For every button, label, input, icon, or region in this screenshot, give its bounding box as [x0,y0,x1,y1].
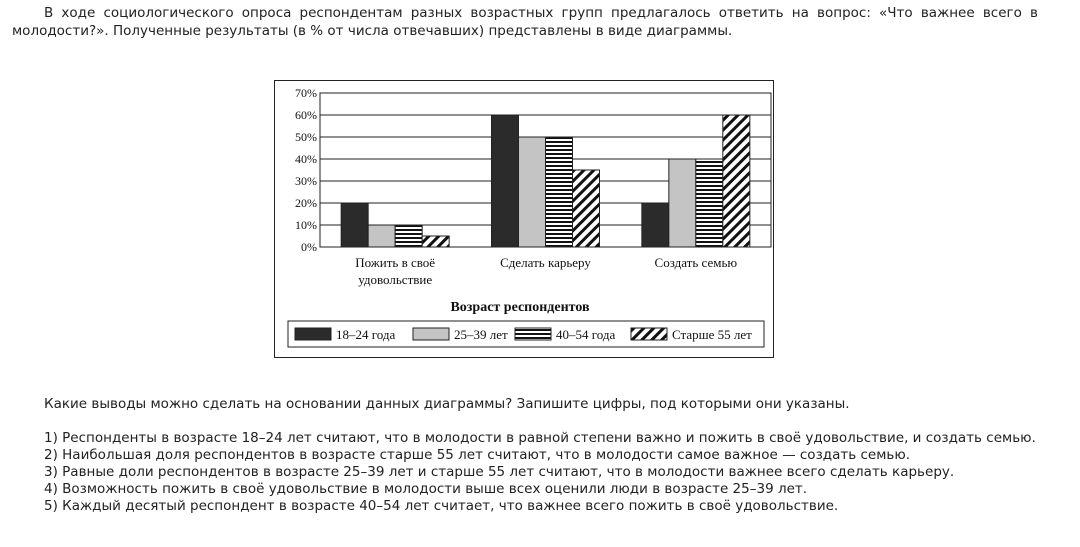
y-tick-label: 20% [295,196,317,210]
y-tick-label: 10% [295,218,317,232]
y-tick-label: 60% [295,108,317,122]
option-item: 2) Наибольшая доля респондентов в возрас… [12,447,1038,464]
option-item: 1) Респонденты в возрасте 18–24 лет счит… [12,430,1038,447]
legend-swatch [514,327,552,341]
bar [491,114,519,248]
bar [695,158,724,248]
intro-text: В ходе социологического опроса респонден… [12,5,1038,39]
legend-swatch [630,327,668,341]
bar [340,202,369,248]
question-text: Какие выводы можно сделать на основании … [44,396,850,412]
option-item: 3) Равные доли респондентов в возрасте 2… [12,464,1038,481]
legend-label: 40–54 года [556,327,615,342]
y-tick-label: 30% [295,174,317,188]
chart-frame: 0% 10% 20% 30% 40% 50% 60% 70% Пожить в своё удов… [274,80,774,358]
option-text: Наибольшая доля респондентов в возрасте … [62,447,910,463]
x-tick-label: Пожить в своё [355,255,435,270]
y-tick-label: 70% [295,86,317,100]
option-text: Каждый десятый респондент в возрасте 40–… [62,498,839,514]
x-axis-title: Возраст респондентов [450,300,590,315]
legend-swatch [294,327,332,341]
y-tick-label: 50% [295,130,317,144]
option-item: 5) Каждый десятый респондент в возрасте … [12,498,1038,515]
bar [572,169,600,248]
legend-label: 25–39 лет [454,327,508,342]
bar [722,114,751,248]
x-tick-label: Сделать карьеру [500,255,591,270]
x-tick-label: Создать семью [655,255,738,270]
y-tick-label: 40% [295,152,317,166]
answer-options: 1) Респонденты в возрасте 18–24 лет счит… [12,430,1038,515]
option-text: Равные доли респондентов в возрасте 25–3… [62,464,955,480]
y-tick-label: 0% [301,240,317,254]
option-number: 5) [44,498,58,514]
bar [421,235,450,248]
bar [668,158,697,248]
option-number: 2) [44,447,58,463]
option-item: 4) Возможность пожить в своё удовольстви… [12,481,1038,498]
x-tick-label: удовольствие [358,272,432,287]
option-number: 1) [44,430,58,446]
bar-chart: 0% 10% 20% 30% 40% 50% 60% 70% Пожить в своё удов… [287,86,772,348]
legend-swatch [412,327,450,341]
option-number: 4) [44,481,58,497]
legend-label: Старше 55 лет [672,327,752,342]
bar [518,136,546,248]
option-number: 3) [44,464,58,480]
option-text: Возможность пожить в своё удовольствие в… [62,481,808,497]
bar [641,202,670,248]
legend-label: 18–24 года [336,327,395,342]
option-text: Респонденты в возрасте 18–24 лет считают… [62,430,1036,446]
bar [545,136,573,248]
bar [367,224,396,248]
bar [394,224,423,248]
